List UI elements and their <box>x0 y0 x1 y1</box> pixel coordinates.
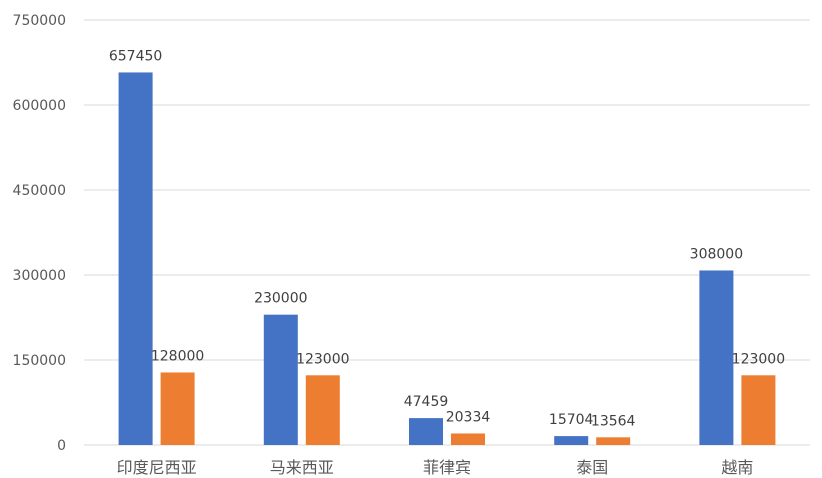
category-label-1: 马来西亚 <box>270 458 334 477</box>
bar-s0-0 <box>118 72 153 445</box>
category-label-4: 越南 <box>721 458 753 477</box>
data-label-s1-2: 20334 <box>446 409 491 425</box>
y-tick-label-1: 150000 <box>13 353 66 369</box>
bar-s0-3 <box>554 436 589 445</box>
bar-s1-2 <box>451 433 485 445</box>
bar-s1-4 <box>741 375 776 445</box>
y-tick-label-0: 0 <box>57 438 66 454</box>
data-label-s1-4: 123000 <box>732 351 785 367</box>
bar-s0-1 <box>263 314 298 445</box>
data-label-s0-2: 47459 <box>404 394 449 410</box>
bar-s0-2 <box>409 418 443 445</box>
bar-s1-0 <box>160 372 195 445</box>
bars <box>118 72 776 445</box>
data-label-s1-1: 123000 <box>296 351 349 367</box>
data-label-s1-3: 13564 <box>591 413 636 429</box>
y-tick-label-5: 750000 <box>13 13 66 29</box>
grid-layer <box>84 19 810 446</box>
data-label-s0-0: 657450 <box>109 48 162 64</box>
data-label-s0-4: 308000 <box>690 246 743 262</box>
bar-s0-4 <box>699 270 734 445</box>
data-label-s1-0: 128000 <box>151 348 204 364</box>
y-tick-label-4: 600000 <box>13 98 66 114</box>
y-axis-ticks: 0 150000 300000 450000 600000 750000 <box>13 13 66 454</box>
y-tick-label-3: 450000 <box>13 183 66 199</box>
x-axis-categories: 印度尼西亚 马来西亚 菲律宾 泰国 越南 <box>117 458 754 477</box>
category-label-0: 印度尼西亚 <box>117 458 197 477</box>
category-label-3: 泰国 <box>576 458 608 477</box>
data-label-s0-3: 15704 <box>549 412 594 428</box>
category-label-2: 菲律宾 <box>423 458 471 477</box>
bar-s1-1 <box>305 375 340 445</box>
y-tick-label-2: 300000 <box>13 268 66 284</box>
data-label-s0-1: 230000 <box>254 291 307 307</box>
bar-s1-3 <box>596 437 631 445</box>
